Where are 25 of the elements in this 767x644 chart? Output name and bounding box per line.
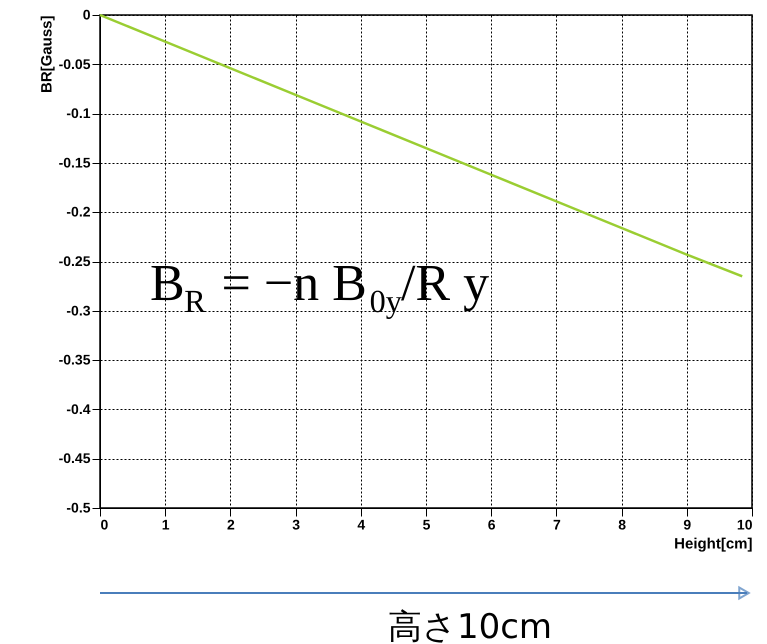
x-axis-title: Height[cm]: [674, 536, 752, 552]
x-tick-label: 2: [227, 516, 235, 532]
x-tick-label: 1: [162, 516, 170, 532]
x-tick-label: 7: [553, 516, 561, 532]
x-tick-label: 3: [292, 516, 300, 532]
y-tick-label: -0.35: [58, 352, 91, 368]
y-tick-label: -0.05: [58, 56, 91, 72]
x-tick-label: 8: [618, 516, 626, 532]
x-tick-label: 4: [357, 516, 366, 532]
x-tick-label: 0: [100, 516, 108, 532]
y-tick-label: -0.45: [58, 450, 91, 466]
y-tick-label: -0.2: [66, 204, 91, 220]
y-tick-label: -0.5: [66, 500, 91, 516]
y-tick-label: -0.4: [66, 400, 91, 417]
text: 高さ10cm: [388, 607, 552, 644]
y-tick-label: 0: [82, 6, 91, 22]
y-tick-label: -0.15: [58, 154, 91, 170]
x-tick-label: 10: [736, 516, 753, 532]
y-tick-label: -0.1: [66, 105, 91, 122]
x-tick-label: 6: [488, 516, 496, 532]
y-tick-label: -0.3: [66, 302, 91, 318]
y-tick-label: -0.25: [58, 253, 91, 269]
x-tick-label: 9: [683, 516, 692, 532]
y-axis-title: BR[Gauss]: [38, 16, 56, 94]
x-tick-label: 5: [422, 516, 431, 532]
